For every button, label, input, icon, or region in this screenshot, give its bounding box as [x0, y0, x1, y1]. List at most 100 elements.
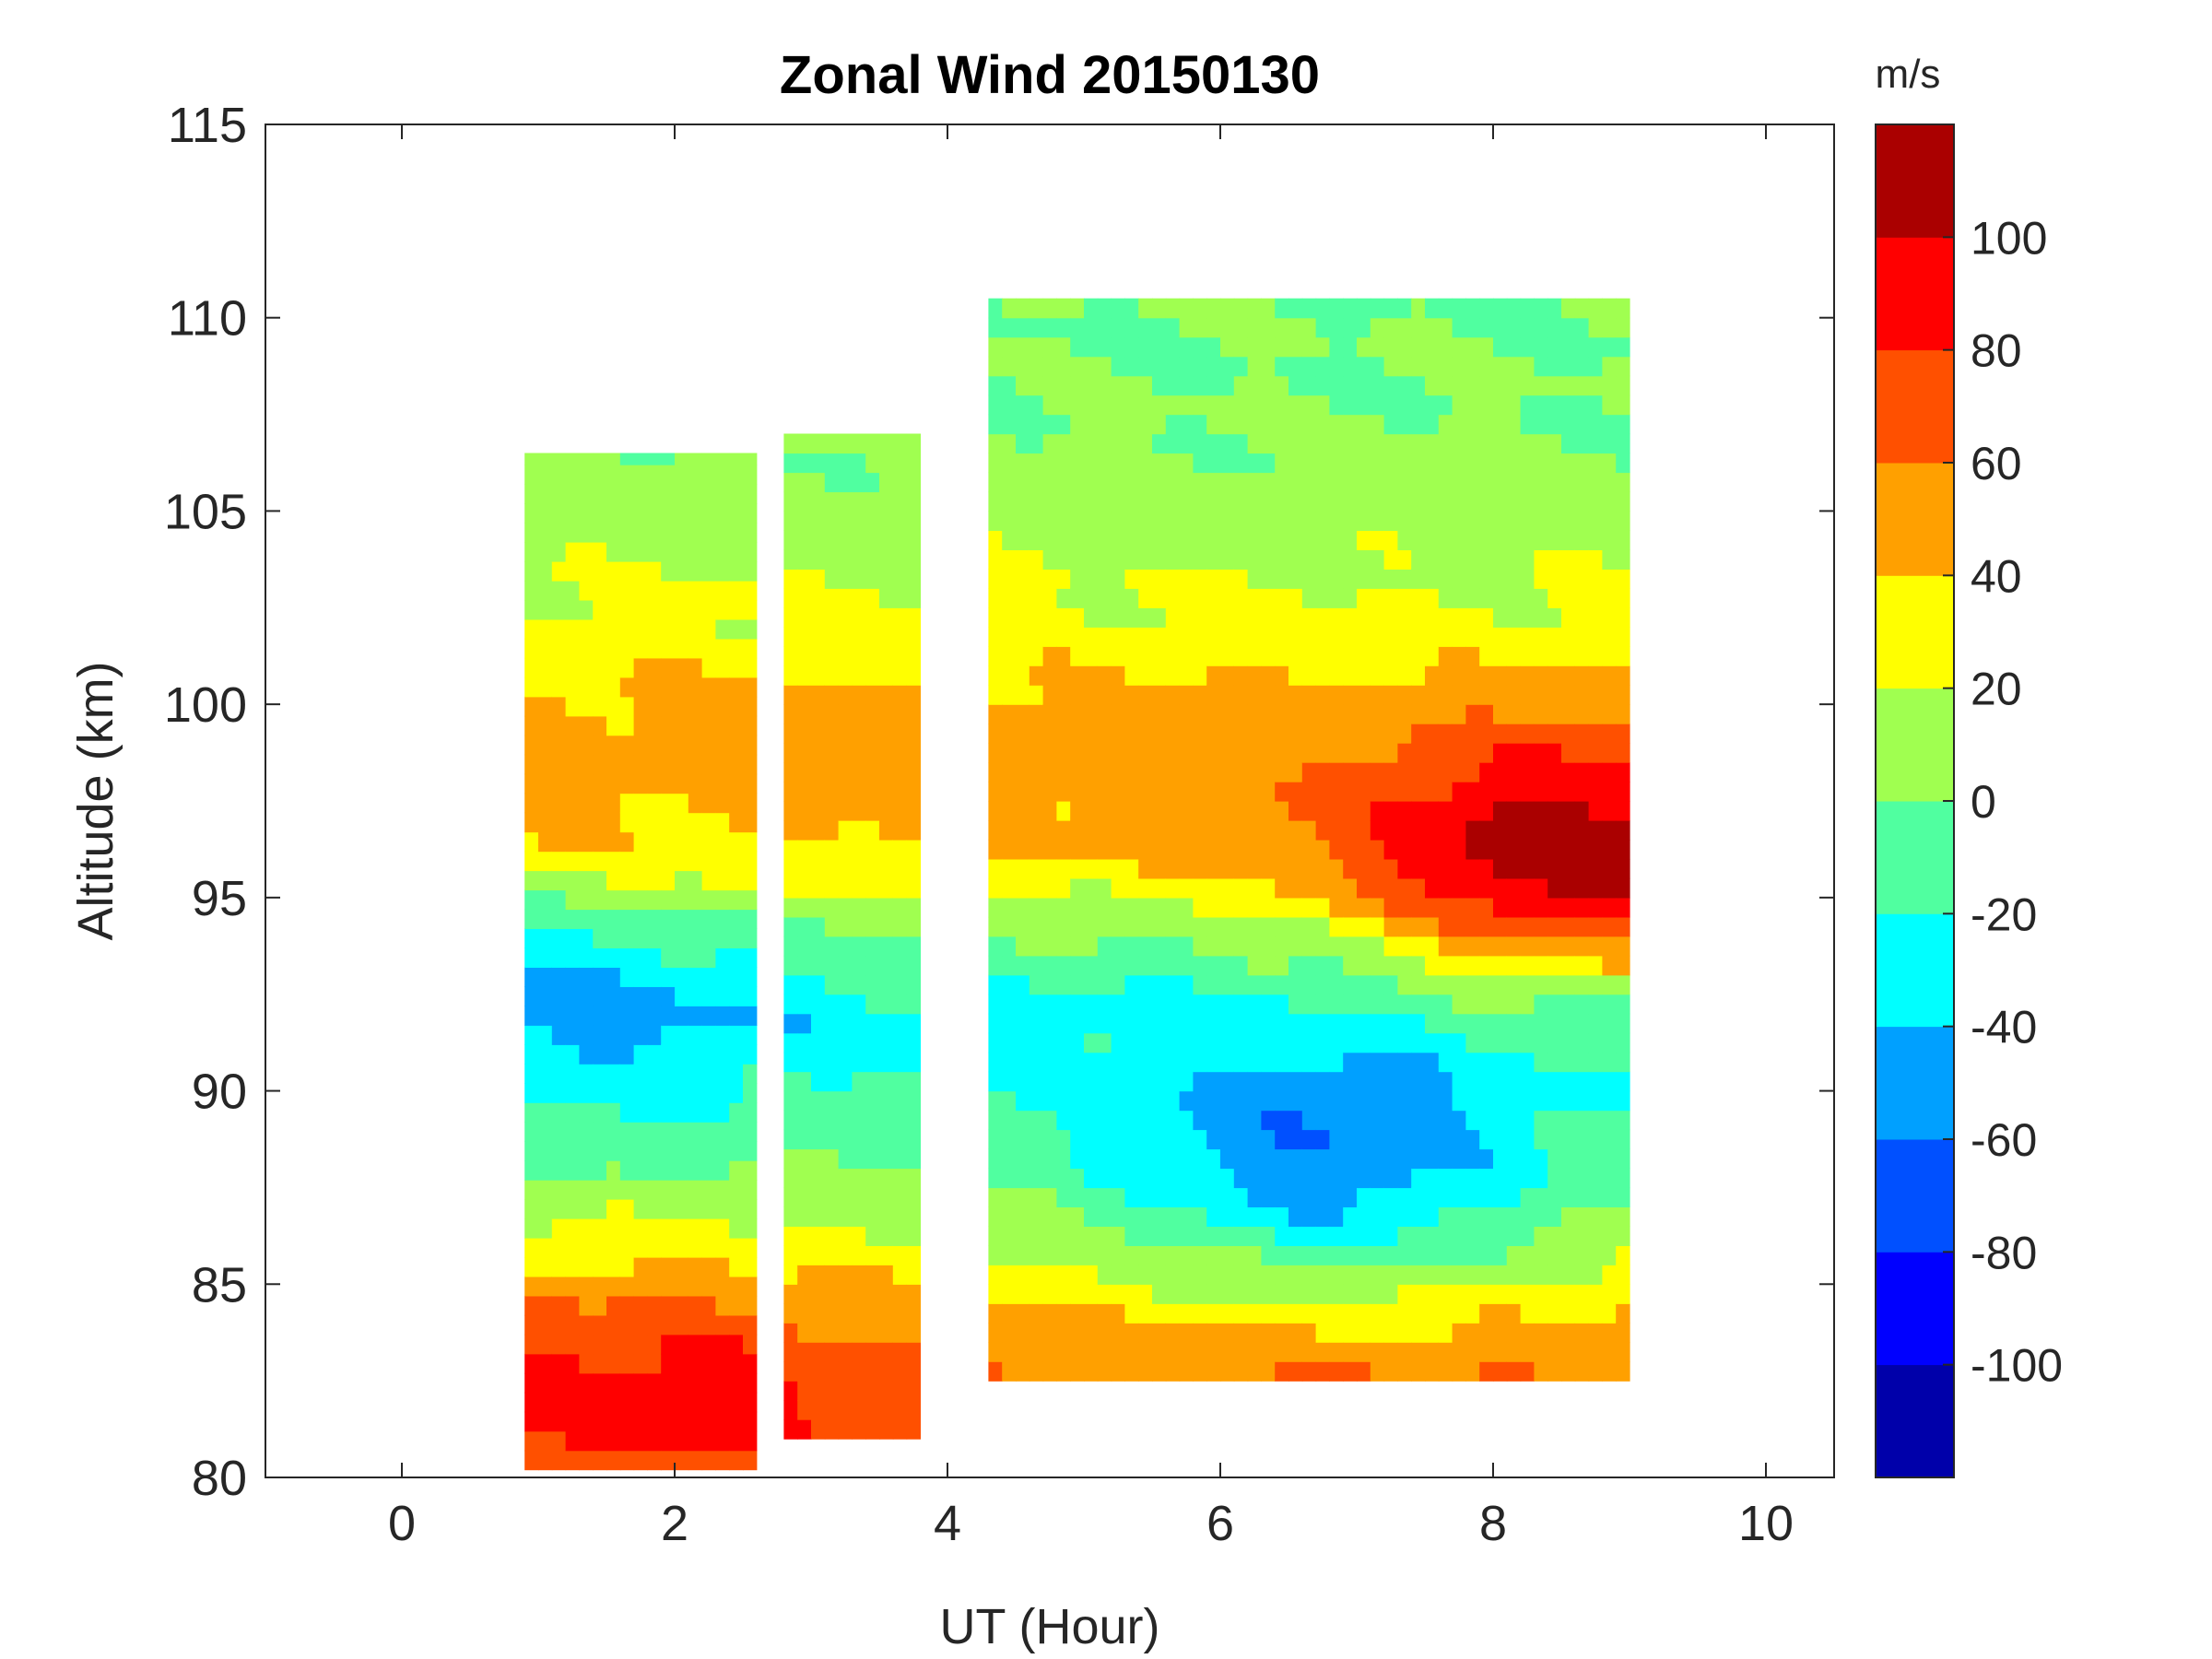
- wind-cell-seg1: [743, 1102, 758, 1123]
- wind-cell-seg3: [1206, 955, 1221, 976]
- wind-cell-seg1: [633, 1083, 648, 1103]
- wind-cell-seg3: [1152, 394, 1167, 416]
- wind-cell-seg1: [688, 1238, 703, 1258]
- wind-cell-seg1: [551, 1006, 567, 1026]
- wind-cell-seg3: [1233, 935, 1249, 957]
- wind-cell-seg1: [524, 793, 539, 814]
- wind-cell-seg3: [1275, 414, 1289, 435]
- wind-cell-seg2: [892, 491, 908, 512]
- wind-cell-seg3: [1547, 414, 1562, 435]
- wind-cell-seg1: [579, 947, 594, 968]
- wind-cell-seg3: [1425, 394, 1440, 416]
- wind-cell-seg3: [1016, 820, 1030, 841]
- wind-cell-seg3: [1220, 782, 1235, 802]
- wind-cell-seg1: [524, 831, 539, 853]
- wind-cell-seg3: [1247, 414, 1262, 435]
- wind-cell-seg3: [1220, 530, 1235, 550]
- wind-cell-seg2: [811, 588, 826, 608]
- wind-cell-seg3: [1233, 1303, 1249, 1324]
- wind-cell-seg1: [538, 1006, 553, 1026]
- wind-cell-seg3: [1193, 897, 1207, 918]
- wind-cell-seg3: [1588, 646, 1603, 666]
- wind-cell-seg3: [1343, 858, 1358, 879]
- wind-cell-seg1: [633, 1314, 648, 1335]
- wind-cell-seg1: [715, 1083, 730, 1103]
- wind-cell-seg3: [1479, 1245, 1494, 1265]
- wind-cell-seg1: [619, 1392, 635, 1413]
- wind-cell-seg1: [593, 465, 607, 485]
- wind-cell-seg1: [593, 1353, 607, 1374]
- wind-cell-seg3: [1179, 549, 1194, 570]
- wind-cell-seg1: [593, 812, 607, 833]
- wind-cell-seg3: [1261, 858, 1276, 879]
- wind-cell-seg1: [701, 1160, 716, 1181]
- wind-cell-seg3: [1493, 877, 1508, 899]
- wind-cell-seg1: [715, 1064, 730, 1084]
- wind-cell-seg3: [1029, 1206, 1044, 1227]
- wind-cell-seg3: [1275, 588, 1289, 608]
- wind-cell-seg1: [633, 1295, 648, 1316]
- wind-cell-seg3: [1206, 1226, 1221, 1246]
- wind-cell-seg3: [1138, 627, 1153, 647]
- wind-cell-seg3: [1343, 839, 1358, 860]
- wind-cell-seg2: [865, 491, 880, 512]
- wind-cell-seg3: [1275, 549, 1289, 570]
- wind-cell-seg1: [606, 986, 621, 1006]
- wind-cell-seg3: [1493, 839, 1508, 860]
- wind-cell-seg1: [579, 1180, 594, 1200]
- wind-cell-seg3: [1002, 858, 1017, 879]
- wind-cell-seg2: [838, 724, 853, 744]
- wind-cell-seg2: [797, 955, 812, 976]
- wind-cell-seg2: [906, 491, 921, 512]
- wind-cell-seg3: [1152, 375, 1167, 396]
- wind-cell-seg3: [1329, 762, 1344, 782]
- wind-cell-seg3: [1138, 549, 1153, 570]
- wind-cell-seg3: [1275, 1245, 1289, 1265]
- wind-cell-seg3: [1397, 1168, 1412, 1189]
- wind-cell-seg3: [1002, 1206, 1017, 1227]
- wind-cell-seg3: [1465, 646, 1480, 666]
- wind-cell-seg2: [892, 858, 908, 879]
- wind-cell-seg1: [606, 465, 621, 485]
- wind-cell-seg3: [1465, 588, 1480, 608]
- wind-cell-seg3: [1411, 1187, 1426, 1207]
- wind-cell-seg1: [743, 1256, 758, 1277]
- wind-cell-seg3: [1574, 588, 1590, 608]
- wind-cell-seg3: [1315, 916, 1330, 937]
- wind-cell-seg3: [1616, 394, 1630, 416]
- wind-cell-seg3: [1301, 1245, 1317, 1265]
- wind-cell-seg3: [1056, 491, 1071, 512]
- wind-cell-seg1: [688, 696, 703, 717]
- wind-cell-seg3: [1275, 298, 1289, 319]
- wind-cell-seg3: [1138, 762, 1153, 782]
- wind-cell-seg3: [1438, 607, 1453, 628]
- wind-cell-seg3: [1370, 1090, 1385, 1112]
- wind-cell-seg1: [647, 561, 662, 582]
- wind-cell-seg1: [619, 1276, 635, 1297]
- wind-cell-seg3: [1288, 491, 1303, 512]
- wind-cell-seg3: [1138, 1013, 1153, 1034]
- wind-cell-seg1: [593, 1276, 607, 1297]
- wind-cell-seg3: [1602, 724, 1617, 744]
- wind-cell-seg3: [1206, 453, 1221, 474]
- wind-cell-seg3: [1193, 1013, 1207, 1034]
- wind-cell-seg3: [1438, 916, 1453, 937]
- wind-cell-seg3: [1574, 858, 1590, 879]
- wind-cell-seg3: [1452, 724, 1466, 744]
- wind-cell-seg3: [1288, 820, 1303, 841]
- wind-cell-seg1: [701, 599, 716, 620]
- wind-cell-seg1: [565, 909, 580, 929]
- wind-cell-seg3: [1288, 1303, 1303, 1324]
- wind-cell-seg1: [743, 851, 758, 872]
- wind-cell-seg3: [1152, 298, 1167, 319]
- wind-cell-seg3: [1397, 569, 1412, 589]
- wind-cell-seg2: [852, 1284, 866, 1304]
- wind-cell-seg3: [1438, 549, 1453, 570]
- wind-cell-seg3: [1301, 1148, 1317, 1170]
- wind-cell-seg3: [1452, 1323, 1466, 1343]
- wind-cell-seg3: [1261, 1013, 1276, 1034]
- wind-cell-seg2: [892, 994, 908, 1015]
- wind-cell-seg3: [1534, 877, 1548, 899]
- wind-cell-seg3: [1111, 974, 1125, 995]
- wind-cell-seg3: [1534, 762, 1548, 782]
